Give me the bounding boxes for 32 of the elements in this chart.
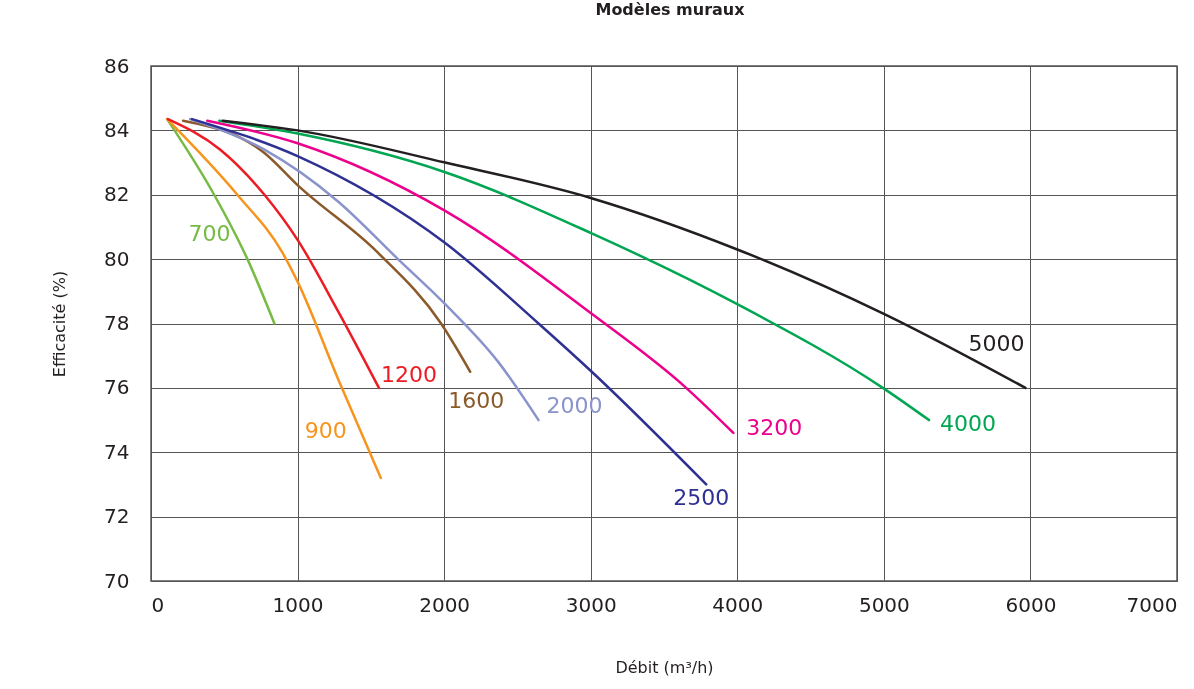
y-tick-label: 78 [104, 311, 130, 335]
y-tick-label: 72 [104, 504, 130, 529]
series-label: 1200 [380, 361, 437, 387]
series-label: 3200 [746, 414, 803, 440]
series-label: 1600 [448, 387, 505, 413]
y-tick-label: 74 [104, 439, 130, 464]
series-label: 700 [188, 220, 231, 246]
y-tick-label: 82 [104, 182, 130, 207]
line-series [188, 117, 540, 422]
series-label: 2500 [673, 485, 730, 511]
x-tick-label: 7000 [1126, 592, 1178, 617]
y-axis-title: Efficacité (%) [50, 270, 70, 378]
x-axis-title: Débit (m³/h) [615, 657, 714, 677]
y-tick-label: 86 [104, 53, 130, 78]
x-tick-label: 1000 [272, 592, 324, 617]
series-label: 5000 [968, 330, 1025, 356]
y-tick-label: 84 [104, 117, 130, 142]
line-series [190, 117, 708, 486]
chart-title: Modèles muraux [595, 0, 746, 19]
y-tick-label: 80 [104, 246, 130, 271]
series-label: 4000 [940, 411, 996, 437]
series-label: 900 [304, 418, 347, 443]
y-tick-label: 70 [104, 568, 130, 593]
x-tick-label: 0 [151, 592, 165, 617]
line-series [166, 117, 381, 390]
x-tick-label: 3000 [565, 592, 617, 617]
x-tick-label: 5000 [858, 592, 910, 617]
x-tick-label: 6000 [1005, 592, 1057, 617]
y-tick-label: 76 [104, 375, 130, 400]
x-tick-label: 4000 [712, 592, 764, 617]
line-series [165, 117, 383, 480]
x-tick-label: 2000 [419, 592, 471, 617]
